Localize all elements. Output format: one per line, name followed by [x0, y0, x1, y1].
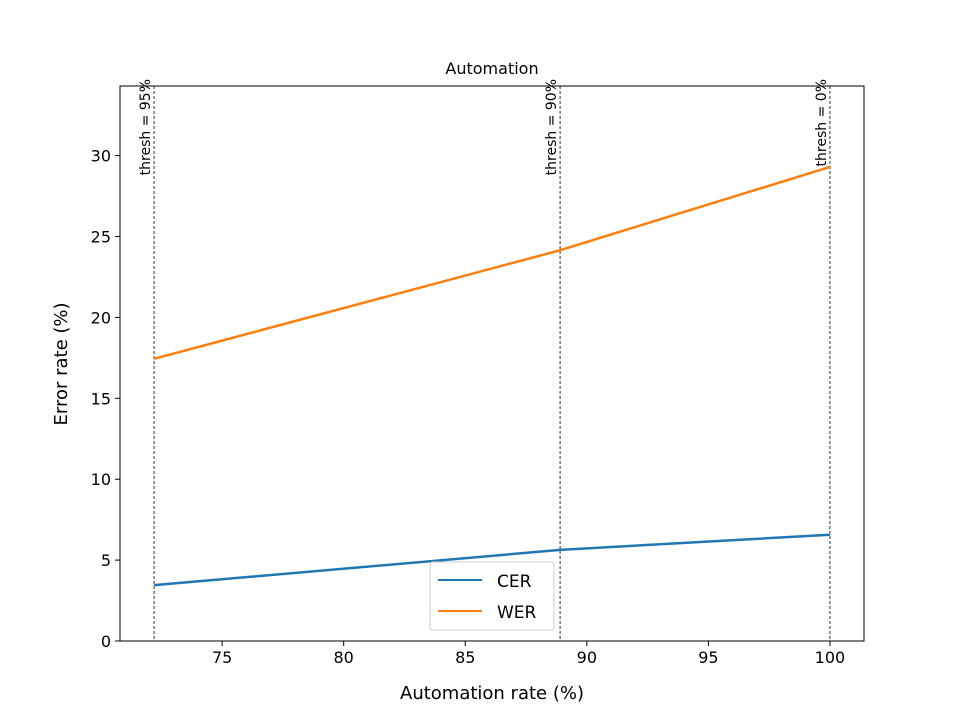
y-tick-label: 10 [91, 470, 111, 489]
threshold-label: thresh = 90% [544, 79, 560, 175]
x-tick-label: 80 [334, 648, 354, 667]
x-tick-label: 75 [212, 648, 232, 667]
series-line-cer [153, 533, 831, 587]
y-tick-label: 25 [91, 227, 111, 246]
x-tick-label: 100 [815, 648, 846, 667]
y-tick-label: 30 [91, 147, 111, 166]
series-line-wer [153, 165, 831, 361]
chart-title: Automation [445, 59, 538, 78]
threshold-label: thresh = 95% [138, 79, 154, 175]
x-tick-label: 95 [698, 648, 718, 667]
y-axis-label: Error rate (%) [51, 302, 72, 425]
plot-frame [119, 85, 865, 642]
y-tick-label: 0 [101, 632, 111, 651]
x-tick-label: 85 [455, 648, 475, 667]
legend-label-cer: CER [497, 572, 532, 592]
y-tick-label: 5 [101, 551, 111, 570]
legend: CER WER [429, 561, 555, 631]
y-tick-label: 15 [91, 389, 111, 408]
x-tick-label: 90 [577, 648, 597, 667]
threshold-label: thresh = 0% [814, 79, 830, 166]
y-tick-label: 20 [91, 308, 111, 327]
x-axis-label: Automation rate (%) [400, 683, 584, 704]
legend-label-wer: WER [497, 603, 537, 623]
